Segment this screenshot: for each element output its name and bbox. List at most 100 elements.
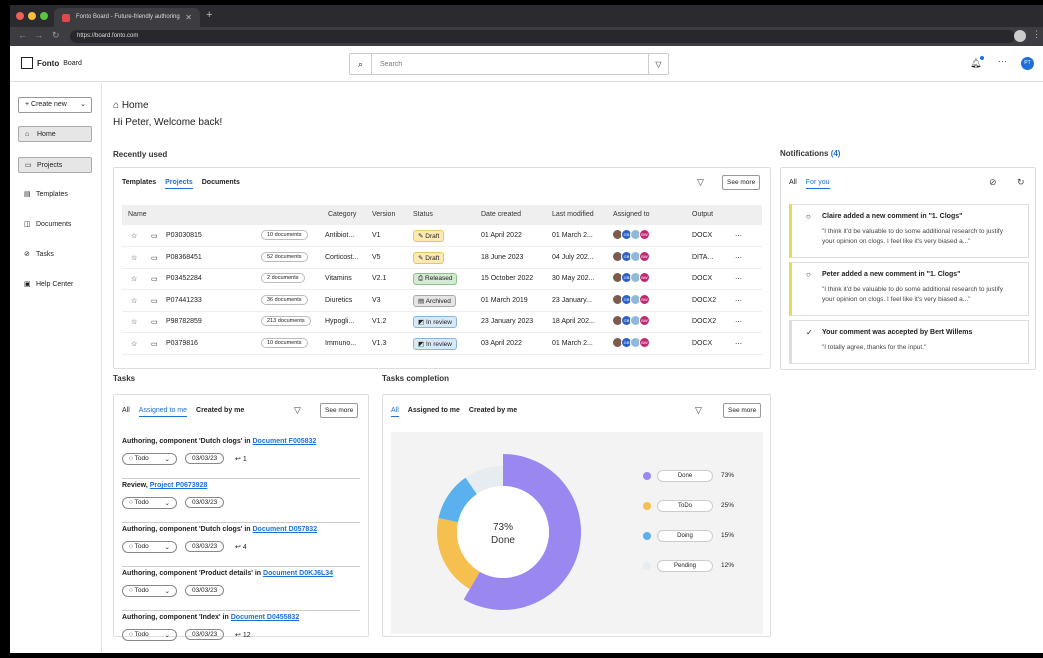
- star-icon[interactable]: ☆: [131, 254, 138, 262]
- close-window-icon[interactable]: [16, 12, 24, 20]
- star-icon[interactable]: ☆: [131, 276, 138, 283]
- row-more-icon[interactable]: ⋯: [735, 233, 742, 240]
- task-link[interactable]: Document D057832: [252, 526, 318, 533]
- tab-for-you[interactable]: For you: [805, 179, 830, 189]
- assignees[interactable]: GB BW: [612, 315, 650, 326]
- status-dropdown[interactable]: ○ Todo ⌄: [122, 585, 177, 597]
- browser-menu-icon[interactable]: ⋮: [1032, 29, 1041, 39]
- project-name[interactable]: P03030815: [166, 232, 202, 239]
- filter-icon[interactable]: ▽: [648, 54, 668, 74]
- maximize-window-icon[interactable]: [40, 12, 48, 20]
- address-bar[interactable]: https://board.fonto.com: [70, 30, 1015, 43]
- assignees[interactable]: GB BW: [612, 293, 650, 305]
- assignees[interactable]: GB BW: [612, 250, 650, 262]
- donut-slice-todo[interactable]: [437, 518, 480, 590]
- sidebar-item-projects[interactable]: ▭ Projects: [18, 157, 92, 173]
- project-name[interactable]: P0379816: [166, 339, 198, 347]
- project-name[interactable]: P08368451: [166, 253, 202, 261]
- close-tab-icon[interactable]: ✕: [185, 13, 192, 22]
- row-more-icon[interactable]: ⋯: [735, 319, 742, 326]
- see-more-button[interactable]: See more: [320, 403, 359, 418]
- sidebar-item-help-center[interactable]: ▣ Help Center: [18, 277, 92, 293]
- tab-created-by-me[interactable]: Created by me: [196, 407, 245, 414]
- see-more-button[interactable]: See more: [722, 175, 761, 190]
- row-more-icon[interactable]: ⋯: [735, 254, 742, 262]
- browser-profile-icon[interactable]: [1014, 30, 1026, 42]
- row-more-icon[interactable]: ⋯: [735, 297, 742, 305]
- table-row[interactable]: ☆ ▭ P08368451 52 documents Corticost... V5 ✎ D…: [122, 248, 762, 269]
- assignees[interactable]: GB BW: [612, 229, 650, 240]
- star-icon[interactable]: ☆: [131, 340, 138, 348]
- minimize-window-icon[interactable]: [28, 12, 36, 20]
- notification-item[interactable]: ✓ Your comment was accepted by Bert Wille…: [789, 320, 1029, 364]
- forward-icon[interactable]: →: [34, 30, 43, 40]
- legend-value: 25%: [721, 502, 735, 509]
- reload-icon[interactable]: ↻: [52, 30, 60, 40]
- refresh-icon[interactable]: ↻: [1017, 177, 1025, 187]
- donut-slice-done[interactable]: [463, 454, 581, 610]
- task-link[interactable]: Document F005832: [252, 438, 317, 445]
- assignees[interactable]: GB BW: [612, 336, 650, 348]
- star-icon[interactable]: ☆: [131, 297, 138, 305]
- search-input[interactable]: [372, 54, 648, 74]
- row-more-icon[interactable]: ⋯: [735, 340, 742, 348]
- new-tab-icon[interactable]: +: [206, 9, 213, 21]
- reply-icon: ↩: [235, 456, 241, 463]
- more-icon[interactable]: ⋯: [998, 56, 1007, 66]
- tab-assigned-to-me[interactable]: Assigned to me: [138, 407, 188, 417]
- project-name[interactable]: P98782859: [166, 318, 202, 325]
- app-logo[interactable]: Fonto Board: [21, 57, 82, 69]
- table-row[interactable]: ☆ ▭ P0379816 10 documents Immuno... V1.3 ◩ In …: [122, 334, 762, 355]
- star-icon[interactable]: ☆: [131, 319, 138, 326]
- tab-all[interactable]: All: [391, 407, 399, 417]
- row-more-icon[interactable]: ⋯: [735, 276, 742, 283]
- star-icon[interactable]: ☆: [131, 233, 138, 240]
- user-avatar[interactable]: PT: [1021, 57, 1034, 70]
- sidebar-item-home[interactable]: ⌂ Home: [18, 126, 92, 142]
- tab-projects[interactable]: Projects: [165, 179, 193, 189]
- notification-item[interactable]: ○ Claire added a new comment in "1. Clogs…: [789, 204, 1029, 258]
- task-link[interactable]: Document D0KJ6L34: [263, 570, 334, 577]
- filter-icon[interactable]: ▽: [695, 405, 702, 415]
- tab-templates[interactable]: Templates: [122, 179, 157, 186]
- status-dropdown[interactable]: ○ Todo ⌄: [122, 541, 177, 553]
- filter-icon[interactable]: ▽: [294, 405, 301, 415]
- task-item[interactable]: Authoring, component 'Dutch clogs' in Do…: [122, 435, 360, 479]
- notification-item[interactable]: ○ Peter added a new comment in "1. Clogs"…: [789, 262, 1029, 316]
- assignees[interactable]: GB BW: [612, 272, 650, 283]
- task-item[interactable]: Authoring, component 'Dutch clogs' in Do…: [122, 523, 360, 567]
- sidebar-item-tasks[interactable]: ⊘ Tasks: [18, 247, 92, 263]
- browser-tab[interactable]: Fonto Board - Future-friendly authoring ✕: [54, 8, 200, 27]
- tab-assigned-to-me[interactable]: Assigned to me: [407, 407, 460, 414]
- see-more-button[interactable]: See more: [723, 403, 762, 418]
- status-dropdown[interactable]: ○ Todo ⌄: [122, 453, 177, 465]
- donut-slice-pending[interactable]: [465, 466, 503, 495]
- task-item[interactable]: Authoring, component 'Product details' i…: [122, 567, 360, 611]
- task-item[interactable]: Authoring, component 'Index' in Document…: [122, 611, 360, 653]
- table-row[interactable]: ☆ ▭ P03030815 10 documents Antibiot... V1 ✎ Dr…: [122, 226, 762, 247]
- table-row[interactable]: ☆ ▭ P07441233 36 documents Diuretics V3 ▤ Arch…: [122, 291, 762, 312]
- back-icon[interactable]: ←: [18, 30, 27, 40]
- tab-all[interactable]: All: [789, 179, 797, 186]
- status-dropdown[interactable]: ○ Todo ⌄: [122, 497, 177, 509]
- sidebar-item-templates[interactable]: ▤ Templates: [18, 187, 92, 203]
- mute-notifications-icon[interactable]: ⊘: [989, 177, 997, 187]
- project-name[interactable]: P03452284: [166, 275, 202, 282]
- search-icon[interactable]: ⌕: [350, 54, 372, 74]
- filter-icon[interactable]: ▽: [697, 177, 704, 187]
- tab-documents[interactable]: Documents: [201, 179, 240, 186]
- create-new-button[interactable]: + Create new ⌄: [18, 97, 92, 113]
- table-row[interactable]: ☆ ▭ P98782859 213 documents Hypogli... V1.2 ◩ …: [122, 312, 762, 333]
- status-dropdown[interactable]: ○ Todo ⌄: [122, 629, 177, 641]
- task-link[interactable]: Project P0673928: [149, 482, 208, 489]
- task-item[interactable]: Review, Project P0673928 ○ Todo ⌄ 03/03/23: [122, 479, 360, 523]
- table-row[interactable]: ☆ ▭ P03452284 2 documents Vitamins V2.1 ⎙ Rele…: [122, 269, 762, 290]
- project-name[interactable]: P07441233: [166, 296, 202, 304]
- search-bar: ⌕ ▽: [349, 53, 669, 75]
- sidebar-item-documents[interactable]: ◫ Documents: [18, 217, 92, 233]
- donut-slice-doing[interactable]: [438, 477, 477, 523]
- tab-all[interactable]: All: [122, 407, 130, 414]
- task-link[interactable]: Document D0455832: [230, 614, 300, 621]
- notifications-bell-icon[interactable]: 🔔︎: [970, 56, 985, 69]
- tab-created-by-me[interactable]: Created by me: [468, 407, 518, 414]
